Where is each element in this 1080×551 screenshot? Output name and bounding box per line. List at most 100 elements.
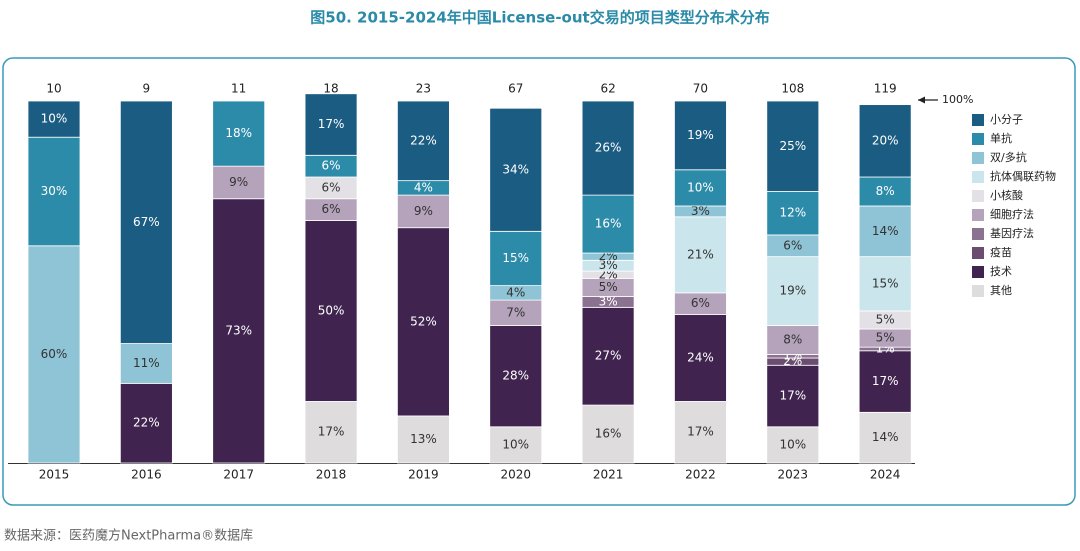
legend-swatch — [972, 114, 984, 126]
legend-swatch — [972, 228, 984, 240]
x-tick-label: 2022 — [685, 468, 716, 482]
data-label: 26% — [595, 141, 622, 155]
total-label: 70 — [693, 82, 708, 96]
data-label: 5% — [599, 280, 618, 294]
bar-segment — [766, 325, 820, 355]
data-label: 6% — [783, 238, 802, 252]
bar-segment — [674, 216, 727, 294]
data-label: 27% — [595, 349, 622, 363]
legend-swatch — [972, 285, 984, 297]
source: 数据来源：医药魔方NextPharma®数据库 — [4, 528, 253, 544]
bar-segment — [858, 104, 912, 178]
data-label: 22% — [410, 133, 437, 147]
bar-segment — [304, 220, 358, 402]
data-label: 9% — [414, 204, 433, 218]
bar-segment — [858, 350, 912, 413]
data-label: 17% — [872, 374, 899, 388]
data-label: 17% — [318, 425, 345, 439]
data-label: 8% — [783, 332, 802, 346]
x-tick-label: 2024 — [870, 468, 901, 482]
bar-segment — [27, 136, 81, 247]
legend-label: 小分子 — [990, 113, 1023, 126]
total-label: 108 — [781, 82, 804, 96]
data-label: 5% — [876, 313, 895, 327]
data-label: 19% — [779, 284, 806, 298]
total-label: 119 — [874, 82, 897, 96]
data-label: 10% — [687, 180, 714, 194]
data-label: 50% — [318, 303, 345, 317]
data-label: 73% — [225, 323, 252, 337]
data-label: 30% — [41, 184, 68, 198]
data-label: 6% — [322, 202, 341, 216]
bar-segment — [766, 256, 820, 326]
legend-label: 抗体偶联药物 — [990, 169, 1056, 183]
bar-segment — [396, 227, 450, 417]
bar-segment — [489, 325, 543, 428]
bar-segment — [304, 93, 358, 156]
data-label: 17% — [779, 389, 806, 403]
data-label: 6% — [322, 180, 341, 194]
legend-label: 双/多抗 — [990, 150, 1027, 164]
data-label: 16% — [595, 217, 622, 231]
bar-segment — [766, 100, 820, 192]
data-label: 13% — [410, 432, 437, 446]
bar-segment — [304, 401, 358, 464]
data-label: 5% — [876, 331, 895, 345]
data-label: 19% — [687, 128, 714, 142]
x-tick-label: 2020 — [500, 468, 531, 482]
data-label: 60% — [41, 347, 68, 361]
legend-label: 小核酸 — [990, 188, 1023, 202]
data-label: 18% — [225, 126, 252, 140]
legend-swatch — [972, 247, 984, 259]
data-label: 14% — [872, 430, 899, 444]
legend-label: 疫苗 — [990, 245, 1012, 259]
data-label: 34% — [502, 162, 529, 176]
data-label: 24% — [687, 351, 714, 365]
bar-segment — [581, 100, 635, 196]
bar-segment — [858, 256, 912, 312]
total-label: 10 — [46, 82, 61, 96]
data-label: 4% — [414, 180, 433, 194]
data-label: 3% — [599, 258, 618, 272]
data-label: 67% — [133, 215, 160, 229]
total-label: 67 — [508, 82, 523, 96]
total-label: 23 — [416, 82, 431, 96]
arrow-head — [918, 96, 925, 104]
x-tick-label: 2021 — [593, 468, 624, 482]
data-label: 17% — [687, 425, 714, 439]
bar-segment — [212, 198, 266, 464]
bar-segment — [858, 176, 912, 207]
data-label: 10% — [41, 112, 68, 126]
data-label: 25% — [779, 139, 806, 153]
bar-segment — [674, 169, 727, 207]
data-label: 14% — [872, 224, 899, 238]
bar-segment — [27, 100, 81, 138]
bar-segment — [489, 426, 543, 464]
bar-segment — [489, 107, 543, 232]
legend-label: 基因疗法 — [990, 226, 1034, 240]
data-label: 22% — [133, 416, 160, 430]
data-label: 7% — [506, 305, 525, 319]
legend-swatch — [972, 266, 984, 278]
bar-segment — [396, 415, 450, 464]
data-label: 20% — [872, 133, 899, 147]
chart-frame — [2, 57, 1076, 506]
bar-segment — [27, 245, 81, 464]
legend-swatch — [972, 171, 984, 183]
bar-segment — [396, 100, 450, 182]
legend-label: 细胞疗法 — [990, 207, 1034, 221]
legend-swatch — [972, 190, 984, 202]
bar-segment — [489, 230, 543, 287]
x-tick-label: 2023 — [778, 468, 809, 482]
data-label: 10% — [779, 437, 806, 451]
x-tick-label: 2018 — [316, 468, 347, 482]
bar-segment — [212, 100, 266, 167]
legend-label: 技术 — [990, 265, 1012, 278]
data-label: 9% — [229, 175, 248, 189]
legend-swatch — [972, 209, 984, 221]
data-label: 11% — [133, 356, 160, 370]
bar-segment — [766, 426, 820, 464]
x-tick-label: 2017 — [223, 468, 254, 482]
total-label: 62 — [600, 82, 615, 96]
